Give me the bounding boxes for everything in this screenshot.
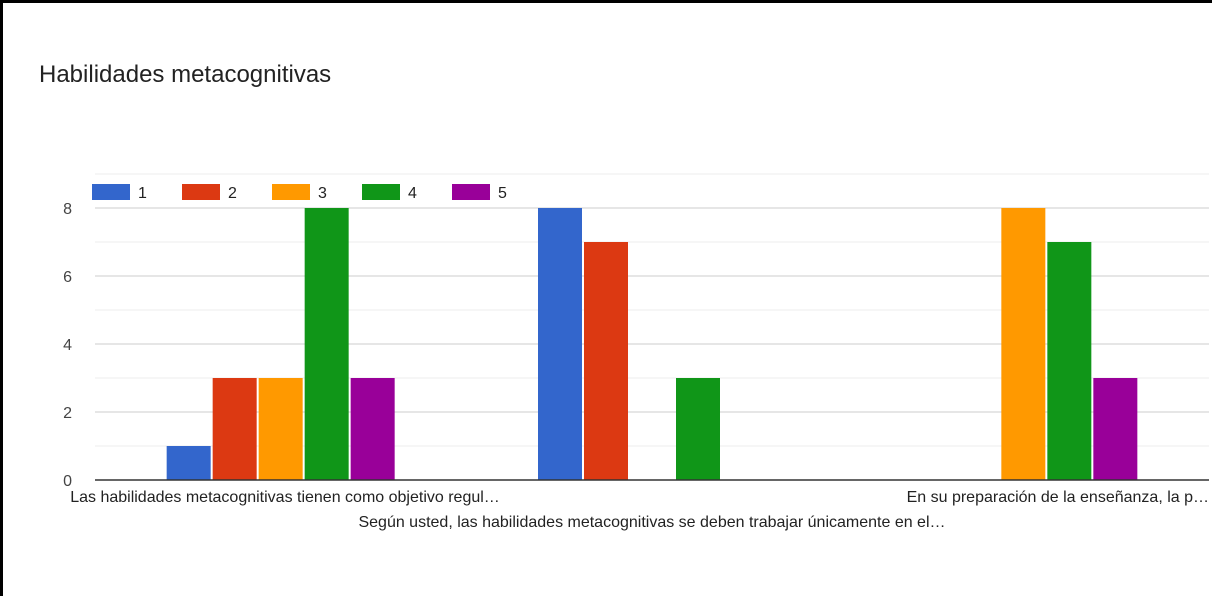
chart-title: Habilidades metacognitivas — [39, 61, 332, 88]
bar-series-4 — [304, 208, 349, 480]
bar-series-3 — [258, 378, 303, 480]
bar-series-5 — [1093, 378, 1138, 480]
bar-series-4 — [676, 378, 720, 480]
legend-swatch-1 — [92, 184, 130, 200]
bar-series-1 — [166, 446, 211, 480]
bar-series-2 — [584, 242, 628, 480]
legend-label: 1 — [138, 185, 147, 202]
y-tick-label: 0 — [63, 473, 72, 490]
bar-series-5 — [350, 378, 395, 480]
y-tick-label: 4 — [63, 337, 72, 354]
legend-swatch-4 — [362, 184, 400, 200]
y-tick-label: 2 — [63, 405, 72, 422]
legend-label: 4 — [408, 185, 417, 202]
legend-swatch-2 — [182, 184, 220, 200]
legend-swatch-5 — [452, 184, 490, 200]
bar-series-3 — [1001, 208, 1046, 480]
x-category-label: Las habilidades metacognitivas tienen co… — [70, 489, 500, 506]
y-tick-label: 8 — [63, 201, 72, 218]
x-category-label: En su preparación de la enseñanza, la p… — [907, 489, 1209, 506]
bar-series-4 — [1047, 242, 1092, 480]
legend-swatch-3 — [272, 184, 310, 200]
bar-series-1 — [538, 208, 582, 480]
legend-label: 2 — [228, 185, 237, 202]
y-tick-label: 6 — [63, 269, 72, 286]
legend-label: 5 — [498, 185, 507, 202]
legend-label: 3 — [318, 185, 327, 202]
bar-series-2 — [212, 378, 257, 480]
x-category-label: Según usted, las habilidades metacogniti… — [358, 514, 945, 531]
